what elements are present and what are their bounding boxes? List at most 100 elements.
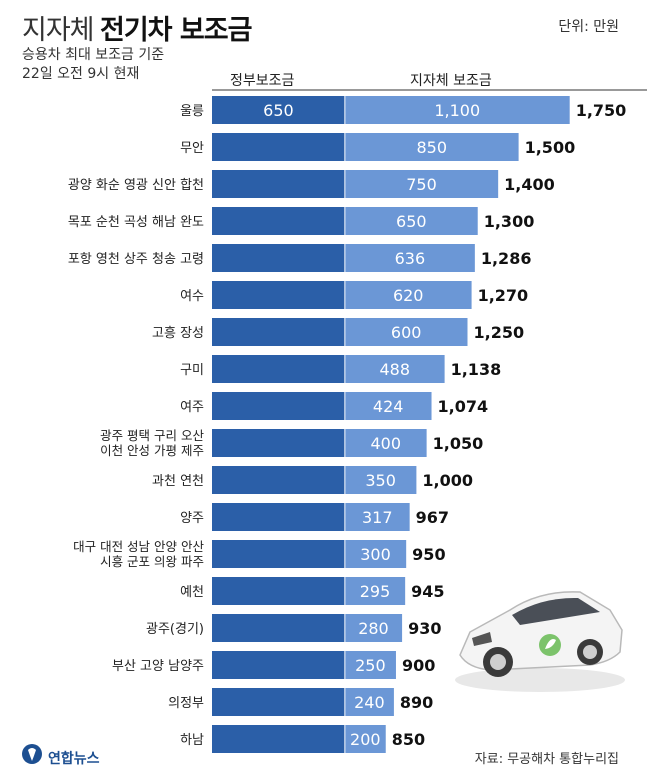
bar-local: [344, 170, 499, 198]
local-value-label: 636: [395, 249, 426, 268]
local-value-label: 424: [373, 397, 404, 416]
bar-government: [212, 688, 345, 716]
total-value-label: 1,074: [438, 397, 489, 416]
category-label: 여주: [180, 400, 204, 415]
local-value-label: 600: [391, 323, 422, 342]
bar-government: [212, 651, 345, 679]
government-value-label: 650: [263, 101, 294, 120]
bar-local: [344, 651, 396, 679]
total-value-label: 1,400: [504, 175, 555, 194]
category-label: 광주 평택 구리 오산: [100, 428, 204, 443]
category-label: 과천 연천: [152, 474, 204, 489]
local-value-label: 200: [350, 730, 381, 749]
category-label: 하남: [180, 733, 204, 748]
chart-title: 전기차 보조금: [100, 15, 252, 46]
local-value-label: 280: [358, 619, 389, 638]
bar-local: [344, 392, 432, 420]
bar-local: [344, 133, 519, 161]
bar-local: [344, 503, 410, 531]
total-value-label: 1,138: [451, 360, 502, 379]
title-light: 지자체: [22, 15, 95, 46]
bar-government: [212, 244, 345, 272]
bar-local: [344, 540, 407, 568]
category-label: 시흥 군포 의왕 파주: [100, 554, 204, 569]
local-value-label: 317: [362, 508, 393, 527]
bar-local: [344, 318, 468, 346]
bar-local: [344, 688, 394, 716]
local-value-label: 850: [416, 138, 447, 157]
subtitle-line2: 22일 오전 9시 현재: [22, 66, 140, 82]
category-label: 대구 대전 성남 안양 안산: [73, 539, 204, 554]
legend-local: 지자체 보조금: [410, 73, 492, 89]
bar-government: [212, 614, 345, 642]
total-value-label: 900: [402, 656, 435, 675]
bar-government: [212, 540, 345, 568]
total-value-label: 930: [408, 619, 441, 638]
bar-government: [212, 725, 345, 753]
bar-local: [344, 281, 472, 309]
bar-local: [344, 207, 478, 235]
bar-local: [344, 577, 406, 605]
source-note: 자료: 무공해차 통합누리집: [474, 752, 619, 767]
total-value-label: 890: [400, 693, 433, 712]
bar-local: [344, 725, 386, 753]
total-value-label: 1,500: [525, 138, 576, 157]
local-value-label: 350: [365, 471, 396, 490]
total-value-label: 1,250: [474, 323, 525, 342]
bar-local: [344, 429, 427, 457]
local-value-label: 1,100: [434, 101, 480, 120]
local-value-label: 300: [360, 545, 391, 564]
category-label: 여수: [180, 289, 204, 304]
category-label: 양주: [180, 511, 204, 526]
bar-government: [212, 96, 345, 124]
local-value-label: 240: [354, 693, 385, 712]
category-label: 이천 안성 가평 제주: [100, 443, 204, 458]
total-value-label: 967: [416, 508, 449, 527]
total-value-label: 1,050: [433, 434, 484, 453]
logo-text: 연합뉴스: [48, 751, 100, 767]
category-label: 고흥 장성: [152, 326, 204, 341]
local-value-label: 295: [360, 582, 391, 601]
total-value-label: 1,300: [484, 212, 535, 231]
total-value-label: 945: [411, 582, 444, 601]
local-value-label: 488: [379, 360, 410, 379]
bar-government: [212, 207, 345, 235]
category-label: 목포 순천 곡성 해남 완도: [68, 215, 204, 230]
total-value-label: 950: [412, 545, 445, 564]
total-value-label: 850: [392, 730, 425, 749]
category-label: 부산 고양 남양주: [112, 659, 204, 674]
electric-car-illustration: [455, 591, 625, 692]
bar-government: [212, 466, 345, 494]
total-value-label: 1,750: [576, 101, 627, 120]
bar-local: [344, 355, 445, 383]
local-value-label: 620: [393, 286, 424, 305]
local-value-label: 750: [406, 175, 437, 194]
unit-label: 단위: 만원: [558, 19, 619, 35]
category-label: 광양 화순 영광 신안 합천: [68, 178, 204, 193]
local-value-label: 250: [355, 656, 386, 675]
category-label: 울릉: [180, 104, 204, 119]
category-label: 광주(경기): [146, 622, 204, 637]
bar-local: [344, 96, 570, 124]
category-label: 포항 영천 상주 청송 고령: [68, 252, 204, 267]
subtitle-line1: 승용차 최대 보조금 기준: [22, 47, 165, 63]
yonhap-logo-icon: [22, 744, 42, 764]
bar-government: [212, 318, 345, 346]
legend-government: 정부보조금: [230, 73, 295, 89]
bar-government: [212, 281, 345, 309]
category-label: 무안: [180, 141, 204, 156]
total-value-label: 1,286: [481, 249, 532, 268]
category-label: 구미: [180, 363, 204, 378]
bar-government: [212, 503, 345, 531]
category-label: 의정부: [168, 696, 204, 711]
bar-government: [212, 577, 345, 605]
local-value-label: 650: [396, 212, 427, 231]
bar-government: [212, 133, 345, 161]
bar-government: [212, 429, 345, 457]
local-value-label: 400: [370, 434, 401, 453]
bar-local: [344, 244, 475, 272]
bar-government: [212, 392, 345, 420]
bar-government: [212, 355, 345, 383]
total-value-label: 1,270: [478, 286, 529, 305]
